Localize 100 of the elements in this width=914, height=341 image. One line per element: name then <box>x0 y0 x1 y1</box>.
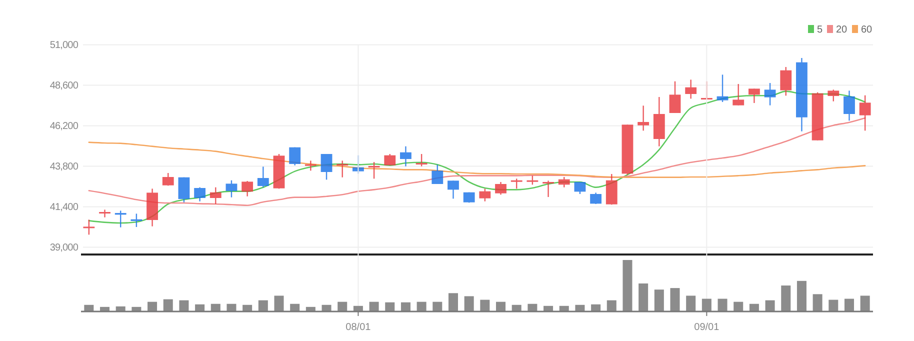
candlestick <box>352 154 364 174</box>
bar <box>781 286 791 311</box>
y-tick-label: 39,000 <box>50 242 79 254</box>
bar <box>148 302 158 311</box>
bar <box>575 304 585 311</box>
candlestick <box>764 82 776 106</box>
candlestick <box>336 160 348 178</box>
candlestick <box>162 172 174 186</box>
candlestick <box>400 146 412 167</box>
legend-label: 60 <box>861 24 873 36</box>
y-tick-label: 41,400 <box>50 202 79 214</box>
bar <box>84 304 94 311</box>
candlestick <box>590 192 602 205</box>
bar <box>734 302 744 311</box>
candlestick <box>178 176 190 203</box>
candlestick <box>685 79 697 100</box>
bar <box>385 302 395 311</box>
candlestick <box>448 180 459 200</box>
candlestick <box>669 80 681 114</box>
candlestick <box>844 90 855 122</box>
y-tick-label: 48,600 <box>50 80 79 92</box>
bar <box>338 302 348 311</box>
candlestick <box>368 161 380 180</box>
candlestick <box>700 80 712 100</box>
bar <box>544 306 554 311</box>
bar <box>132 306 142 311</box>
candlestick <box>748 88 760 104</box>
bar <box>638 283 648 311</box>
candlestick <box>606 173 618 206</box>
bar <box>654 290 664 311</box>
candlestick <box>558 176 570 188</box>
legend-label: 5 <box>817 24 823 36</box>
bar <box>606 300 616 311</box>
candlestick <box>99 209 110 218</box>
bar <box>116 306 126 311</box>
bar <box>369 302 379 311</box>
candlestick <box>242 180 254 197</box>
bar <box>416 302 426 311</box>
bar <box>195 304 205 311</box>
bar <box>686 296 696 311</box>
bar <box>765 300 775 311</box>
candlestick <box>289 146 301 166</box>
bar <box>210 304 220 311</box>
candlestick <box>432 164 444 185</box>
bar <box>702 298 712 311</box>
candlestick <box>304 160 316 172</box>
candlestick <box>828 89 840 102</box>
bar <box>258 300 268 311</box>
y-tick-label: 43,800 <box>50 162 79 173</box>
bar <box>100 306 110 311</box>
y-tick-label: 51,000 <box>50 40 79 52</box>
bar <box>274 296 284 311</box>
x-tick-label: 08/01 <box>346 322 372 333</box>
bar <box>464 296 474 311</box>
candlestick <box>194 186 206 202</box>
candlestick <box>542 180 554 198</box>
bar <box>432 302 442 311</box>
candlestick <box>130 213 142 228</box>
bar <box>591 304 601 311</box>
bar <box>749 304 759 311</box>
bar <box>622 260 632 311</box>
candlestick <box>510 178 522 190</box>
bar <box>480 300 490 311</box>
bar <box>226 304 236 311</box>
candlestick <box>780 66 792 96</box>
bar <box>242 304 252 311</box>
candlestick <box>859 94 871 132</box>
candlestick <box>574 181 586 195</box>
bar <box>844 298 854 311</box>
bar <box>448 293 458 311</box>
bar <box>512 304 522 311</box>
bar <box>290 304 300 311</box>
bar <box>559 306 569 311</box>
bar <box>718 298 728 311</box>
bar <box>796 280 806 311</box>
candlestick <box>384 153 396 166</box>
candlestick <box>479 188 491 202</box>
candlestick <box>226 180 238 198</box>
legend-label: 20 <box>836 24 848 36</box>
bar <box>496 302 506 311</box>
bar <box>860 296 870 311</box>
bar <box>306 306 316 311</box>
bar <box>163 299 173 311</box>
candlestick <box>114 210 126 228</box>
candlestick <box>716 74 728 103</box>
candlestick <box>257 166 269 188</box>
bar <box>828 300 838 311</box>
candlestick <box>495 181 506 196</box>
bar <box>528 304 538 311</box>
bar <box>670 288 680 311</box>
candlestick <box>83 219 95 236</box>
bar <box>400 302 410 311</box>
bar <box>179 300 189 311</box>
candlestick <box>416 153 428 167</box>
bar <box>812 294 822 311</box>
bar <box>322 304 332 311</box>
candlestick <box>638 105 650 132</box>
line-series <box>88 117 866 206</box>
candlestick <box>732 83 744 106</box>
candlestick <box>320 153 332 180</box>
